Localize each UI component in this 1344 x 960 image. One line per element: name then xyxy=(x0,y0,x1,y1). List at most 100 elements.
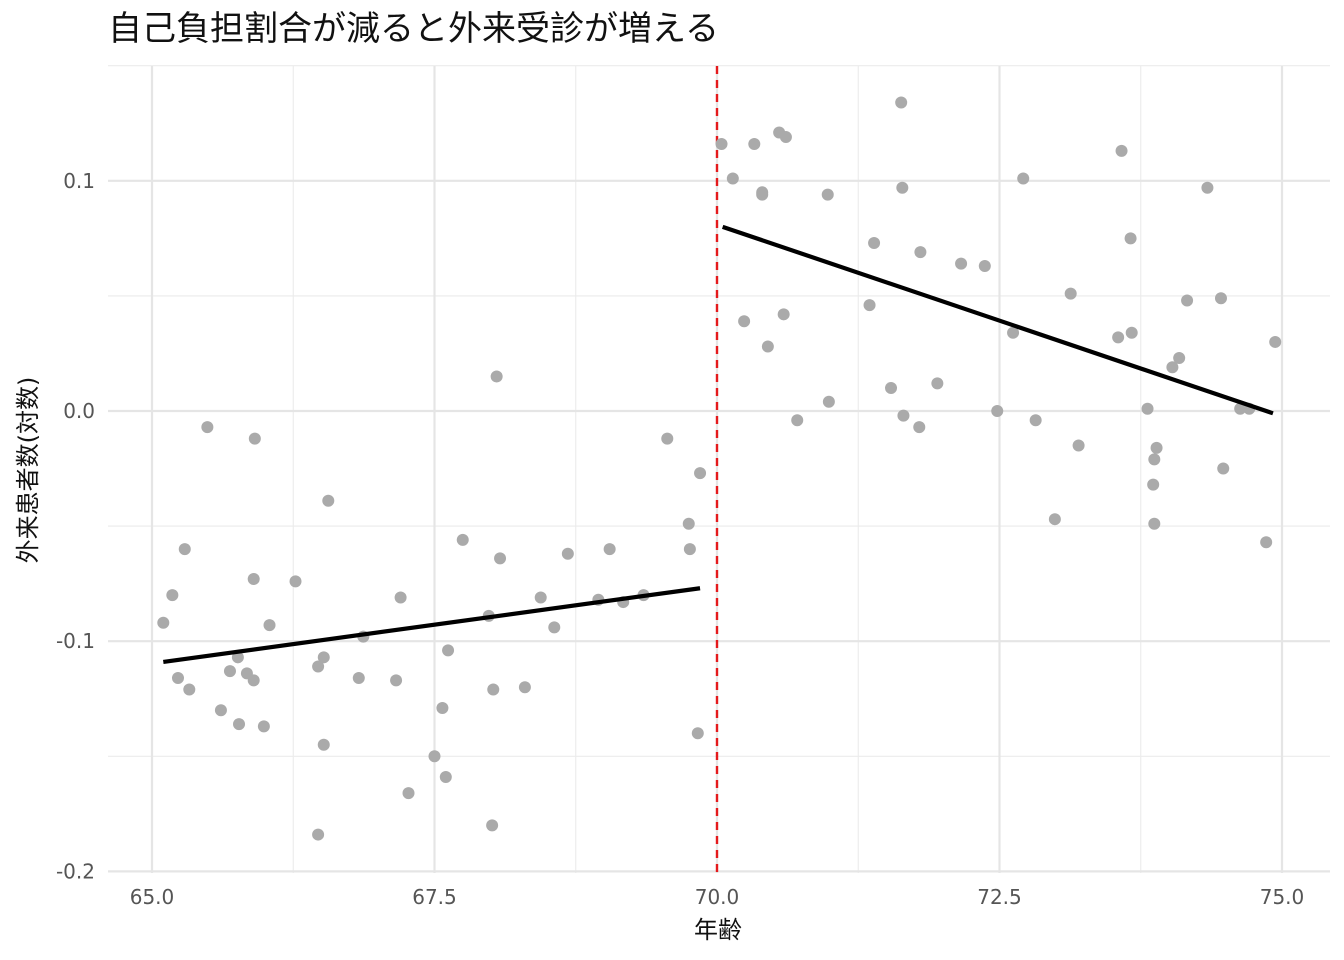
data-point xyxy=(263,619,276,632)
data-point xyxy=(1173,352,1186,365)
data-point xyxy=(1260,536,1273,549)
data-point xyxy=(317,738,330,751)
data-point xyxy=(1112,331,1125,344)
data-point xyxy=(863,299,876,312)
data-point xyxy=(694,467,707,480)
data-point xyxy=(1124,232,1137,245)
data-point xyxy=(248,432,261,445)
data-point xyxy=(247,573,260,586)
data-point xyxy=(1234,402,1247,415)
data-point xyxy=(486,819,499,832)
data-point xyxy=(518,681,531,694)
data-point xyxy=(436,701,449,714)
grid xyxy=(108,65,1330,873)
data-point xyxy=(534,591,547,604)
data-point xyxy=(289,575,302,588)
data-point xyxy=(561,547,574,560)
data-point xyxy=(1029,414,1042,427)
data-point xyxy=(683,543,696,556)
y-tick-label: -0.1 xyxy=(56,629,95,653)
data-point xyxy=(978,259,991,272)
y-tick-label: -0.2 xyxy=(56,859,95,883)
data-point xyxy=(352,672,365,685)
data-point xyxy=(157,616,170,629)
data-point xyxy=(896,181,909,194)
data-point xyxy=(1048,513,1061,526)
data-point xyxy=(885,381,898,394)
data-point xyxy=(201,421,214,434)
data-point xyxy=(726,172,739,185)
data-point xyxy=(1147,478,1160,491)
fit-lines xyxy=(163,224,1274,664)
data-point xyxy=(166,589,179,602)
data-point xyxy=(183,683,196,696)
data-point xyxy=(1125,326,1138,339)
data-point xyxy=(1141,402,1154,415)
data-point xyxy=(791,414,804,427)
data-point xyxy=(494,552,507,565)
data-point xyxy=(394,591,407,604)
chart-title: 自己負担割合が減ると外来受診が増える xyxy=(108,9,719,49)
data-point xyxy=(603,543,616,556)
data-point xyxy=(317,651,330,664)
data-point xyxy=(402,787,415,800)
data-point xyxy=(1201,181,1214,194)
data-point xyxy=(821,188,834,201)
data-point xyxy=(1072,439,1085,452)
tick-labels: 65.0 67.5 70.0 72.5 75.0 -0.2 -0.1 0.0 0.1 xyxy=(56,169,1304,909)
data-point xyxy=(247,674,260,687)
x-axis-label: 年齢 xyxy=(694,916,742,944)
data-point xyxy=(178,543,191,556)
data-point xyxy=(1007,326,1020,339)
data-point xyxy=(761,340,774,353)
x-tick-label: 65.0 xyxy=(130,885,175,909)
data-point xyxy=(1214,292,1227,305)
data-point xyxy=(691,727,704,740)
data-point xyxy=(779,131,792,144)
y-tick-label: 0.0 xyxy=(63,399,95,423)
data-point xyxy=(1064,287,1077,300)
data-point xyxy=(682,517,695,530)
x-tick-label: 72.5 xyxy=(977,885,1022,909)
data-point xyxy=(1181,294,1194,307)
x-tick-label: 75.0 xyxy=(1260,885,1305,909)
data-point xyxy=(257,720,270,733)
data-point xyxy=(548,621,561,634)
data-point xyxy=(231,651,244,664)
y-axis-label: 外来患者数(対数) xyxy=(14,377,42,564)
data-point xyxy=(738,315,751,328)
y-tick-label: 0.1 xyxy=(63,169,95,193)
data-point xyxy=(931,377,944,390)
data-point xyxy=(428,750,441,763)
data-point xyxy=(777,308,790,321)
data-point xyxy=(1269,335,1282,348)
data-point xyxy=(913,421,926,434)
data-point xyxy=(748,137,761,150)
data-point xyxy=(312,828,325,841)
data-point xyxy=(1148,453,1161,466)
data-point xyxy=(756,188,769,201)
data-point xyxy=(171,672,184,685)
data-point xyxy=(868,236,881,249)
data-point xyxy=(1150,441,1163,454)
data-point xyxy=(490,370,503,383)
data-point xyxy=(914,246,927,259)
data-point xyxy=(661,432,674,445)
data-point xyxy=(1148,517,1161,530)
data-point xyxy=(955,257,968,270)
data-point xyxy=(715,137,728,150)
data-point xyxy=(439,771,452,784)
data-point xyxy=(897,409,910,422)
data-point xyxy=(322,494,335,507)
data-point xyxy=(390,674,403,687)
x-tick-label: 67.5 xyxy=(412,885,457,909)
data-point xyxy=(487,683,500,696)
data-points xyxy=(157,96,1282,841)
data-point xyxy=(1115,144,1128,157)
data-point xyxy=(822,395,835,408)
fit-line xyxy=(163,586,701,664)
fit-line xyxy=(721,224,1274,416)
x-tick-label: 70.0 xyxy=(695,885,740,909)
